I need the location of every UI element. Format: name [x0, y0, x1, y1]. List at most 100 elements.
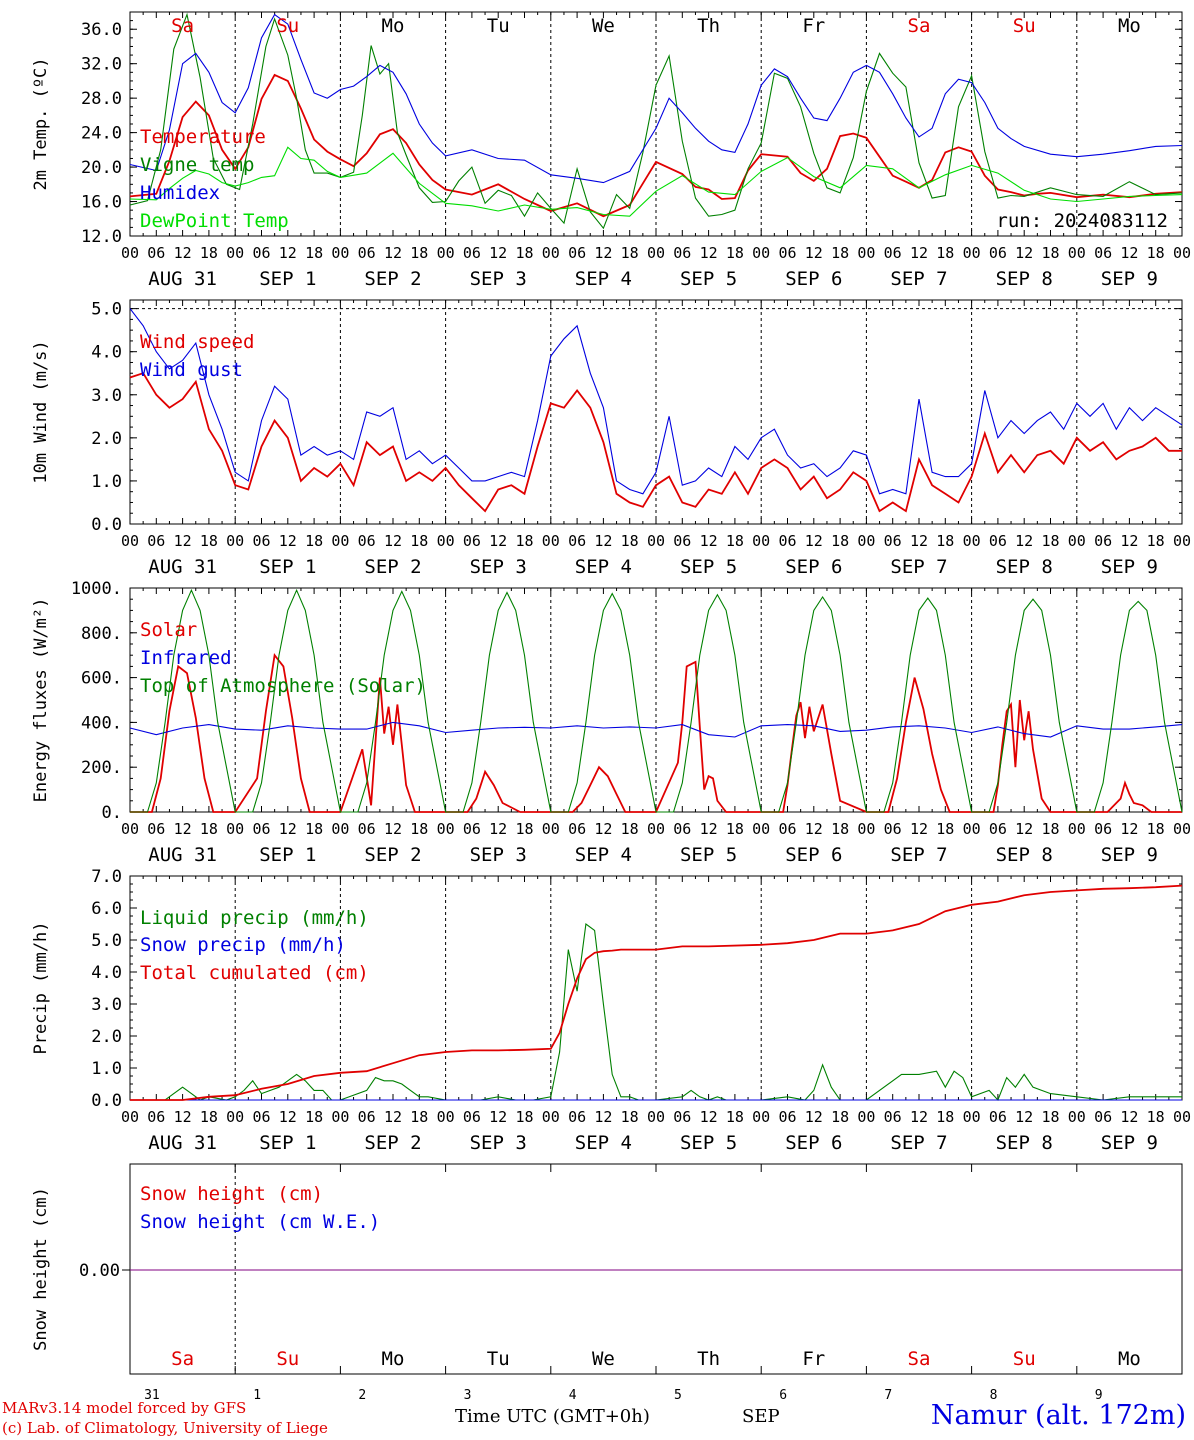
hour-tick-label: 06 — [147, 820, 165, 838]
y-tick-label: 5.0 — [91, 300, 122, 320]
day-name-label: Tu — [487, 1348, 510, 1370]
hour-tick-label: 00 — [1068, 820, 1086, 838]
hour-tick-label: 18 — [936, 820, 954, 838]
hour-tick-label: 12 — [910, 1108, 928, 1126]
y-tick-label: 0.0 — [91, 1091, 122, 1111]
hour-tick-label: 00 — [963, 244, 981, 262]
hour-tick-label: 12 — [174, 244, 192, 262]
hour-tick-label: 12 — [805, 1108, 823, 1126]
date-label: SEP 7 — [890, 556, 947, 578]
hour-tick-label: 00 — [437, 820, 455, 838]
hour-tick-label: 18 — [1147, 820, 1165, 838]
day-number-label: 7 — [884, 1388, 892, 1403]
copyright-credit: (c) Lab. of Climatology, University of L… — [2, 1419, 328, 1437]
hour-tick-label: 06 — [147, 532, 165, 550]
hour-tick-label: 06 — [568, 244, 586, 262]
hour-tick-label: 18 — [1041, 532, 1059, 550]
hour-tick-label: 06 — [463, 244, 481, 262]
hour-tick-label: 12 — [489, 532, 507, 550]
day-number-label: 3 — [464, 1388, 472, 1403]
hour-tick-label: 18 — [936, 244, 954, 262]
hour-tick-label: 00 — [1173, 244, 1191, 262]
hour-tick-label: 18 — [936, 1108, 954, 1126]
hour-tick-label: 12 — [594, 532, 612, 550]
hour-tick-label: 00 — [1068, 244, 1086, 262]
hour-tick-label: 12 — [910, 244, 928, 262]
y-axis-title: Snow height (cm) — [31, 1187, 51, 1351]
date-label: SEP 8 — [996, 844, 1053, 866]
day-name-label: Mo — [1118, 1348, 1141, 1370]
hour-tick-label: 00 — [121, 244, 139, 262]
hour-tick-label: 00 — [542, 244, 560, 262]
hour-tick-label: 18 — [1041, 1108, 1059, 1126]
hour-tick-label: 06 — [1094, 820, 1112, 838]
date-label: SEP 1 — [259, 1132, 316, 1154]
legend-entry: Vigne temp — [140, 154, 254, 176]
hour-tick-label: 12 — [805, 820, 823, 838]
hour-tick-label: 12 — [700, 820, 718, 838]
hour-tick-label: 18 — [831, 532, 849, 550]
hour-tick-label: 18 — [1147, 1108, 1165, 1126]
panel-1-frame — [129, 11, 1183, 237]
series-line-wind-speed — [129, 372, 1182, 513]
day-number-label: 6 — [779, 1388, 787, 1403]
y-tick-label: 16.0 — [81, 193, 122, 213]
hour-tick-label: 06 — [778, 244, 796, 262]
hour-tick-label: 06 — [1094, 244, 1112, 262]
model-credit: MARv3.14 model forced by GFS — [2, 1399, 247, 1417]
legend-entry: Snow height (cm W.E.) — [140, 1211, 380, 1233]
date-label: SEP 7 — [890, 1132, 947, 1154]
series-line-top-of-atmosphere-solar- — [130, 588, 1183, 813]
date-label: SEP 4 — [575, 1132, 632, 1154]
hour-tick-label: 18 — [621, 820, 639, 838]
hour-tick-label: 06 — [989, 820, 1007, 838]
y-tick-label: 1000. — [71, 579, 122, 599]
date-label: SEP 4 — [575, 268, 632, 290]
hour-tick-label: 12 — [279, 532, 297, 550]
hour-tick-label: 06 — [568, 1108, 586, 1126]
hour-tick-label: 00 — [437, 244, 455, 262]
day-name-label: Sa — [908, 15, 931, 37]
hour-tick-label: 00 — [647, 1108, 665, 1126]
hour-tick-label: 00 — [752, 532, 770, 550]
hour-tick-label: 06 — [1094, 1108, 1112, 1126]
hour-tick-label: 12 — [1015, 532, 1033, 550]
series-line-solar — [130, 653, 1182, 813]
hour-tick-label: 06 — [358, 1108, 376, 1126]
hour-tick-label: 18 — [305, 820, 323, 838]
date-label: SEP 8 — [996, 268, 1053, 290]
y-tick-label: 600. — [81, 669, 122, 689]
legend-entry: Wind speed — [140, 331, 254, 353]
hour-tick-label: 00 — [1173, 532, 1191, 550]
date-label: SEP 1 — [259, 556, 316, 578]
y-tick-label: 1.0 — [91, 1059, 122, 1079]
hour-tick-label: 06 — [673, 1108, 691, 1126]
date-label: SEP 7 — [890, 268, 947, 290]
hour-tick-label: 18 — [515, 820, 533, 838]
y-tick-label: 3.0 — [91, 386, 122, 406]
legend-entry: Total cumulated (cm) — [140, 962, 369, 984]
hour-tick-label: 12 — [384, 820, 402, 838]
hour-tick-label: 18 — [410, 1108, 428, 1126]
y-tick-label: 7.0 — [91, 867, 122, 887]
hour-tick-label: 12 — [174, 1108, 192, 1126]
date-label: SEP 5 — [680, 844, 737, 866]
hour-tick-label: 06 — [778, 820, 796, 838]
hour-tick-label: 00 — [647, 244, 665, 262]
hour-tick-label: 06 — [568, 820, 586, 838]
hour-tick-label: 00 — [331, 532, 349, 550]
day-name-label: Mo — [1118, 15, 1141, 37]
hour-tick-label: 18 — [726, 820, 744, 838]
day-name-label: Su — [1013, 15, 1036, 37]
day-number-label: 4 — [569, 1388, 577, 1403]
y-tick-label: 3.0 — [91, 995, 122, 1015]
date-label: SEP 6 — [785, 556, 842, 578]
series-line-vigne-temp — [129, 12, 1183, 230]
y-tick-label: 12.0 — [81, 227, 122, 247]
day-name-label: Su — [276, 1348, 299, 1370]
hour-tick-label: 12 — [174, 532, 192, 550]
hour-tick-label: 06 — [463, 1108, 481, 1126]
date-label: SEP 4 — [575, 556, 632, 578]
hour-tick-label: 00 — [226, 532, 244, 550]
